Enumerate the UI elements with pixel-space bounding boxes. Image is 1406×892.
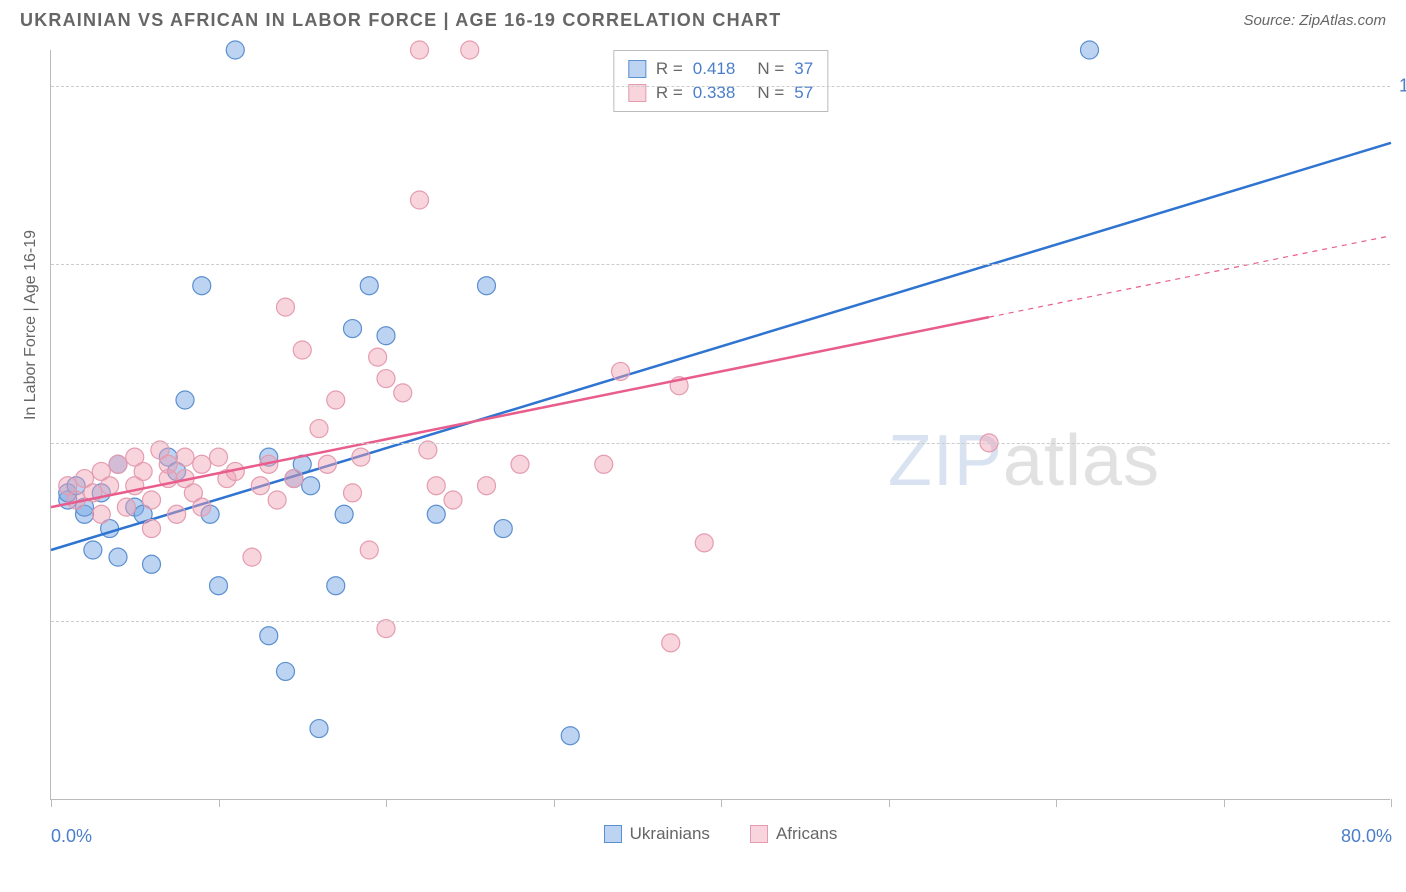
scatter-point [193, 455, 211, 473]
legend-row-ukrainians: R = 0.418 N = 37 [628, 57, 813, 81]
scatter-point [277, 662, 295, 680]
chart-header: UKRAINIAN VS AFRICAN IN LABOR FORCE | AG… [0, 0, 1406, 36]
scatter-point [1081, 41, 1099, 59]
scatter-point [327, 577, 345, 595]
x-tick-label: 80.0% [1341, 826, 1392, 847]
scatter-point [117, 498, 135, 516]
scatter-point [478, 277, 496, 295]
scatter-point [662, 634, 680, 652]
scatter-point [193, 277, 211, 295]
gridline [51, 443, 1390, 444]
scatter-plot-svg [51, 50, 1390, 799]
scatter-point [695, 534, 713, 552]
gridline [51, 264, 1390, 265]
regression-line [51, 317, 989, 507]
series-legend: Ukrainians Africans [51, 824, 1390, 844]
correlation-legend: R = 0.418 N = 37 R = 0.338 N = 57 [613, 50, 828, 112]
scatter-point [411, 191, 429, 209]
scatter-point [193, 498, 211, 516]
scatter-point [176, 448, 194, 466]
scatter-point [109, 548, 127, 566]
scatter-point [344, 320, 362, 338]
gridline [51, 621, 1390, 622]
chart-title: UKRAINIAN VS AFRICAN IN LABOR FORCE | AG… [20, 10, 781, 31]
x-tick [1391, 799, 1392, 807]
scatter-point [84, 541, 102, 559]
x-tick [386, 799, 387, 807]
scatter-point [285, 470, 303, 488]
scatter-point [143, 520, 161, 538]
scatter-point [461, 41, 479, 59]
scatter-point [310, 720, 328, 738]
scatter-point [595, 455, 613, 473]
legend-item-africans: Africans [750, 824, 837, 844]
scatter-point [360, 541, 378, 559]
scatter-point [101, 477, 119, 495]
scatter-point [427, 505, 445, 523]
legend-swatch-ukrainians [628, 60, 646, 78]
scatter-point [210, 577, 228, 595]
scatter-point [511, 455, 529, 473]
scatter-point [377, 327, 395, 345]
x-tick [721, 799, 722, 807]
scatter-point [327, 391, 345, 409]
scatter-point [335, 505, 353, 523]
scatter-point [377, 370, 395, 388]
legend-label: Ukrainians [630, 824, 710, 844]
scatter-point [302, 477, 320, 495]
scatter-point [318, 455, 336, 473]
scatter-point [92, 505, 110, 523]
scatter-point [277, 298, 295, 316]
scatter-point [210, 448, 228, 466]
scatter-point [360, 277, 378, 295]
scatter-point [310, 420, 328, 438]
scatter-point [243, 548, 261, 566]
scatter-point [109, 455, 127, 473]
legend-label: Africans [776, 824, 837, 844]
scatter-point [344, 484, 362, 502]
scatter-point [411, 41, 429, 59]
chart-plot-area: ZIPatlas R = 0.418 N = 37 R = 0.338 N = … [50, 50, 1390, 800]
scatter-point [612, 362, 630, 380]
scatter-point [226, 41, 244, 59]
x-tick [1056, 799, 1057, 807]
y-tick-label: 100.0% [1399, 75, 1406, 96]
scatter-point [251, 477, 269, 495]
scatter-point [176, 391, 194, 409]
source-attribution: Source: ZipAtlas.com [1243, 12, 1386, 29]
x-tick-label: 0.0% [51, 826, 92, 847]
scatter-point [444, 491, 462, 509]
scatter-point [143, 555, 161, 573]
scatter-point [427, 477, 445, 495]
scatter-point [352, 448, 370, 466]
y-axis-label: In Labor Force | Age 16-19 [22, 230, 40, 420]
scatter-point [369, 348, 387, 366]
scatter-point [260, 627, 278, 645]
scatter-point [268, 491, 286, 509]
x-tick [51, 799, 52, 807]
scatter-point [293, 341, 311, 359]
scatter-point [494, 520, 512, 538]
legend-item-ukrainians: Ukrainians [604, 824, 710, 844]
legend-swatch-icon [604, 825, 622, 843]
scatter-point [478, 477, 496, 495]
scatter-point [143, 491, 161, 509]
legend-row-africans: R = 0.338 N = 57 [628, 81, 813, 105]
x-tick [1224, 799, 1225, 807]
scatter-point [168, 505, 186, 523]
scatter-point [561, 727, 579, 745]
gridline [51, 86, 1390, 87]
x-tick [219, 799, 220, 807]
x-tick [889, 799, 890, 807]
scatter-point [134, 462, 152, 480]
legend-swatch-icon [750, 825, 768, 843]
scatter-point [394, 384, 412, 402]
x-tick [554, 799, 555, 807]
